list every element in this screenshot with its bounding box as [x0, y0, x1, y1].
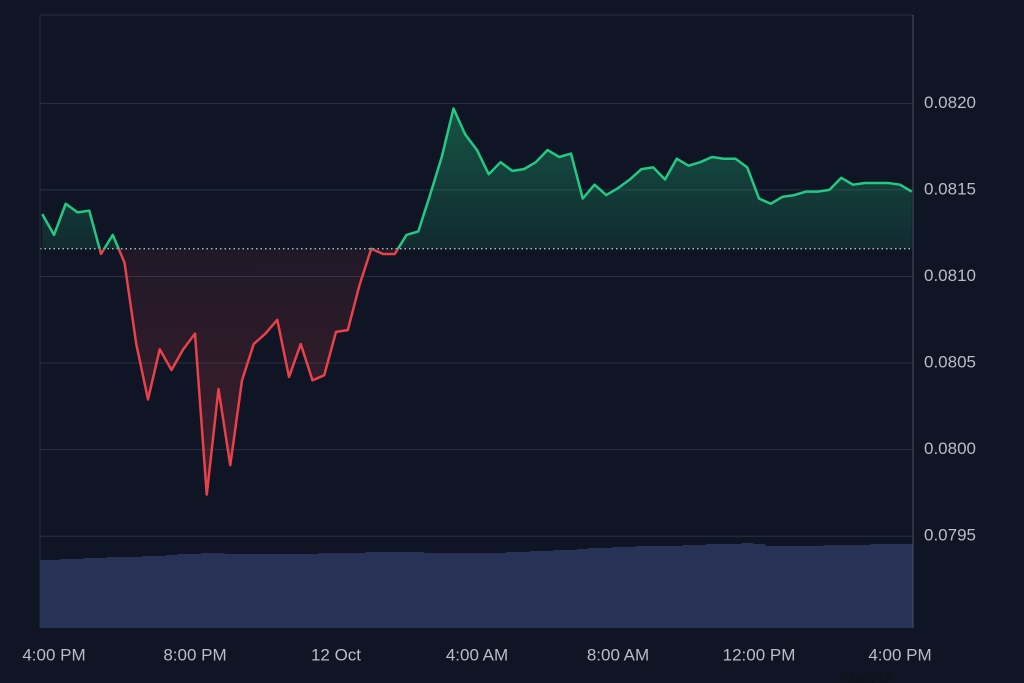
volume-bar: [271, 554, 284, 628]
volume-bar: [341, 553, 354, 628]
volume-bar: [706, 544, 719, 628]
volume-bar: [565, 550, 578, 628]
volume-bar: [471, 553, 484, 628]
volume-bar: [753, 544, 766, 628]
volume-bar: [811, 546, 824, 628]
y-tick-label: 0.0795: [924, 526, 976, 545]
price-line: [41, 107, 913, 496]
volume-bar: [259, 554, 272, 628]
volume-bar: [788, 546, 801, 628]
volume-bar: [236, 554, 249, 628]
volume-bar: [83, 558, 96, 628]
volume-bar: [118, 557, 131, 628]
y-tick-label: 0.0815: [924, 179, 976, 198]
volume-bar: [894, 544, 907, 628]
volume-bar: [200, 553, 213, 628]
volume-bar: [576, 549, 589, 628]
volume-bar: [670, 546, 683, 628]
volume-bar: [294, 554, 307, 628]
volume-bar: [353, 553, 366, 628]
volume-bar: [541, 551, 554, 628]
volume-bar: [153, 556, 166, 628]
volume-bar: [318, 553, 331, 628]
volume-bar: [529, 551, 542, 628]
volume-bar: [847, 545, 860, 628]
volume-bar: [776, 546, 789, 628]
volume-bar: [165, 555, 178, 628]
volume-bar: [435, 553, 448, 628]
volume-bar: [212, 553, 225, 628]
volume-bar: [682, 545, 695, 628]
y-tick-label: 0.0810: [924, 266, 976, 285]
volume-bar: [647, 546, 660, 628]
volume-bar: [835, 545, 848, 628]
volume-bar: [71, 559, 84, 628]
volume-bar: [729, 544, 742, 628]
x-tick-label: 4:00 PM: [22, 645, 85, 664]
volume-bar: [764, 546, 777, 628]
labels: 0.0795 0.0800 0.0805 0.0810 0.0815 0.0820 4:00…: [22, 93, 976, 665]
volume-bar: [400, 552, 413, 628]
volume-bar: [106, 557, 119, 628]
volume-bar: [283, 554, 296, 628]
plot: [40, 107, 913, 496]
volume-bar: [800, 546, 813, 628]
volume-bar: [635, 546, 648, 628]
volume-bar: [905, 544, 913, 628]
volume-bar: [600, 548, 613, 628]
volume-bar: [412, 552, 425, 628]
volume-bar: [388, 552, 401, 628]
volume-bar: [694, 545, 707, 628]
volume-bar: [588, 548, 601, 628]
x-tick-label: 4:00 PM: [868, 645, 931, 664]
volume-bar: [506, 552, 519, 628]
volume-bar: [741, 543, 754, 628]
volume-bar: [659, 546, 672, 628]
volume-bar: [365, 552, 378, 628]
volume-bar: [623, 547, 636, 628]
volume-bar: [870, 544, 883, 628]
y-tick-label: 0.0805: [924, 353, 976, 372]
volume-bar: [518, 552, 531, 628]
volume-bar: [424, 553, 437, 628]
volume-bar: [95, 558, 108, 628]
volume-bar: [717, 544, 730, 628]
volume-bar: [612, 547, 625, 628]
volume-bar: [553, 550, 566, 628]
x-tick-label: 8:00 AM: [587, 645, 649, 664]
volume-bar: [482, 553, 495, 628]
volume-bar: [823, 545, 836, 628]
volume-bar: [306, 554, 319, 628]
watermark: Analyze: [840, 669, 893, 683]
x-tick-label: 12 Oct: [311, 645, 361, 664]
volume-bar: [59, 559, 72, 628]
x-tick-label: 4:00 AM: [446, 645, 508, 664]
volume-bars: [40, 543, 913, 628]
x-tick-label: 8:00 PM: [163, 645, 226, 664]
volume-bar: [224, 554, 237, 628]
baseline-area: [42, 108, 912, 495]
volume-bar: [858, 545, 871, 628]
volume-bar: [247, 554, 260, 628]
volume-bar: [330, 553, 343, 628]
volume-bar: [48, 560, 61, 628]
volume-bar: [882, 544, 895, 628]
volume-bar: [40, 560, 49, 628]
y-tick-label: 0.0820: [924, 93, 976, 112]
volume-bar: [142, 556, 155, 628]
volume-bar: [177, 554, 190, 628]
volume-bar: [459, 553, 472, 628]
volume-bar: [494, 553, 507, 628]
x-tick-label: 12:00 PM: [723, 645, 796, 664]
volume-bar: [377, 552, 390, 628]
volume-bar: [130, 557, 143, 628]
y-tick-label: 0.0800: [924, 439, 976, 458]
volume-bar: [189, 554, 202, 628]
volume-bar: [447, 553, 460, 628]
